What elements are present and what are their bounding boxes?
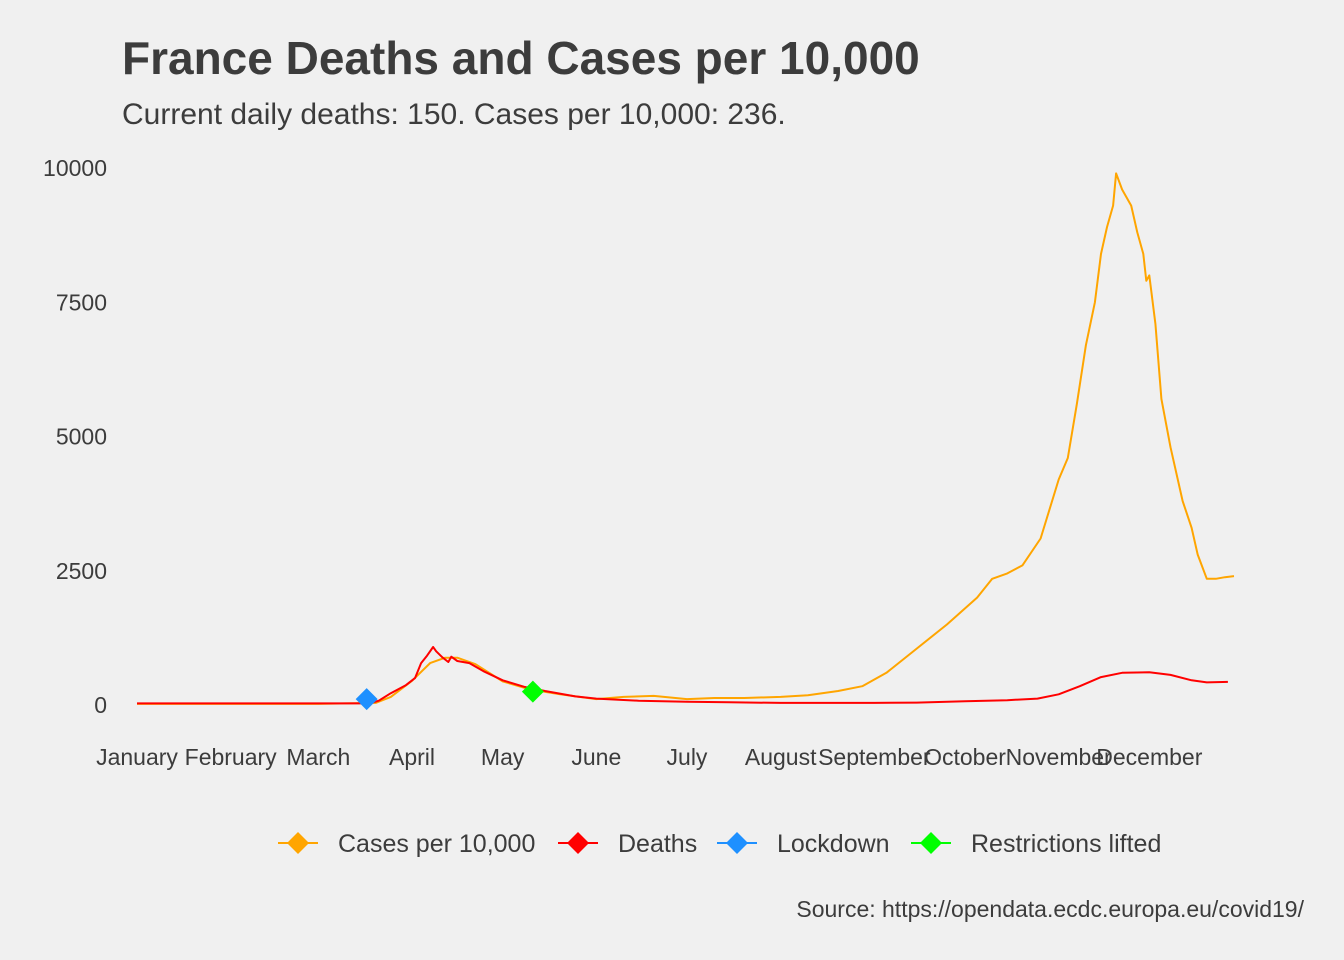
x-tick-label: May [481, 744, 525, 770]
x-tick-label: January [96, 744, 178, 770]
plot-lines [137, 172, 1235, 705]
x-tick-label: February [185, 744, 278, 770]
y-tick-label: 5000 [56, 424, 107, 450]
plot-markers [355, 680, 544, 711]
chart-caption: Source: https://opendata.ecdc.europa.eu/… [796, 896, 1304, 922]
x-tick-label: August [745, 744, 817, 770]
y-tick-label: 10000 [43, 155, 107, 181]
legend-label-cases-per-10-000: Cases per 10,000 [338, 830, 535, 858]
x-tick-label: June [571, 744, 621, 770]
x-axis: January February March April May June July Augu… [96, 744, 1203, 770]
x-tick-label: March [286, 744, 350, 770]
legend-label-lockdown: Lockdown [777, 830, 890, 858]
marker-lockdown [355, 688, 378, 711]
x-tick-label: September [818, 744, 931, 770]
marker-restrictions-lifted [521, 680, 544, 703]
y-axis: 0 2500 5000 7500 10000 [43, 155, 107, 718]
x-tick-label: October [924, 744, 1006, 770]
y-tick-label: 7500 [56, 289, 107, 315]
legend-key-cases-per-10-000 [287, 832, 309, 854]
y-tick-label: 2500 [56, 558, 107, 584]
legend-label-restrictions-lifted: Restrictions lifted [971, 830, 1161, 858]
y-tick-label: 0 [94, 692, 107, 718]
legend-key-deaths [567, 832, 589, 854]
legend-label-deaths: Deaths [618, 830, 697, 858]
x-tick-label: November [1006, 744, 1112, 770]
series-line-cases-per-10-000 [137, 172, 1235, 705]
x-tick-label: July [667, 744, 708, 770]
legend: Cases per 10,000 Deaths Lockdown Restrictio… [278, 830, 1161, 858]
chart-subtitle: Current daily deaths: 150. Cases per 10,… [122, 98, 786, 131]
chart-title: France Deaths and Cases per 10,000 [122, 32, 920, 84]
x-tick-label: April [389, 744, 435, 770]
legend-key-restrictions-lifted [920, 832, 942, 854]
x-tick-label: December [1096, 744, 1202, 770]
legend-key-lockdown [726, 832, 748, 854]
series-line-deaths [137, 646, 1228, 705]
